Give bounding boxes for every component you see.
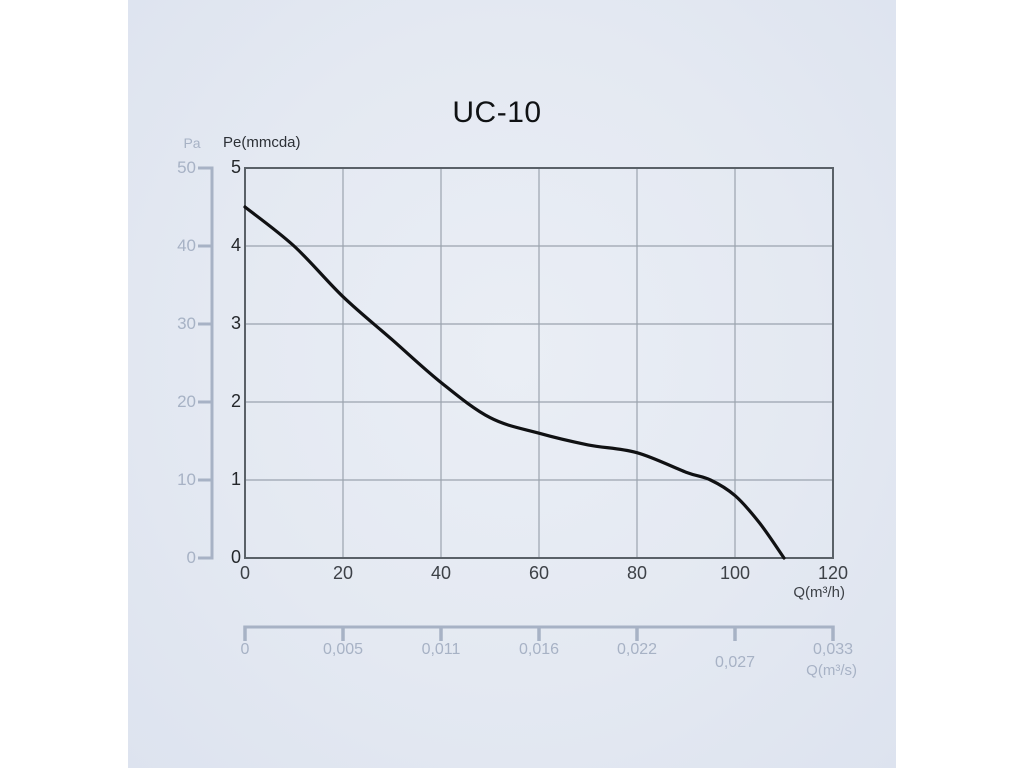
- pa-tick-label: 10: [177, 470, 196, 489]
- pa-tick-label: 30: [177, 314, 196, 333]
- y-tick-label: 4: [230, 235, 241, 255]
- y-tick-label: 5: [230, 157, 241, 177]
- pa-tick-label: 50: [177, 158, 196, 177]
- pe-axis-label: Pe(mmcda): [223, 134, 301, 151]
- pa-tick-label: 0: [186, 548, 196, 567]
- x-tick-label: 120: [817, 563, 849, 583]
- y-tick-label: 1: [230, 469, 241, 489]
- x-tick-label: 100: [719, 563, 751, 583]
- q-m3s-tick-label: 0,033: [812, 641, 854, 658]
- y-tick-label: 0: [230, 547, 241, 567]
- q-m3s-tick-label: 0,016: [518, 641, 560, 658]
- q-m3s-tick-label: 0,005: [322, 641, 364, 658]
- plot-border: [244, 167, 834, 559]
- y-tick-label: 3: [230, 313, 241, 333]
- q-m3s-axis-label: Q(m³/s): [806, 662, 857, 679]
- x-tick-label: 0: [239, 563, 250, 583]
- fan-performance-curve: [243, 205, 786, 560]
- x-tick-label: 60: [528, 563, 550, 583]
- x-tick-label: 20: [332, 563, 354, 583]
- q-m3s-tick-label: 0,022: [616, 641, 658, 658]
- chart-title: UC-10: [452, 96, 542, 129]
- pa-tick-label: 20: [177, 392, 196, 411]
- x-tick-label: 40: [430, 563, 452, 583]
- pa-tick-label: 40: [177, 236, 196, 255]
- y-tick-label: 2: [230, 391, 241, 411]
- q-m3h-axis-label: Q(m³/h): [793, 584, 845, 601]
- pa-axis-label: Pa: [183, 135, 201, 151]
- x-tick-label: 80: [626, 563, 648, 583]
- q-m3s-tick-label: 0: [240, 641, 250, 658]
- fan-curve-chart: [198, 166, 835, 641]
- q-m3s-tick-label: 0,027: [714, 654, 756, 671]
- chart-panel: UC-10 Pa Pe(mmcda) Q(m³/h) Q(m³/s) 0 20 40…: [128, 0, 896, 768]
- q-m3s-tick-label: 0,011: [421, 641, 461, 658]
